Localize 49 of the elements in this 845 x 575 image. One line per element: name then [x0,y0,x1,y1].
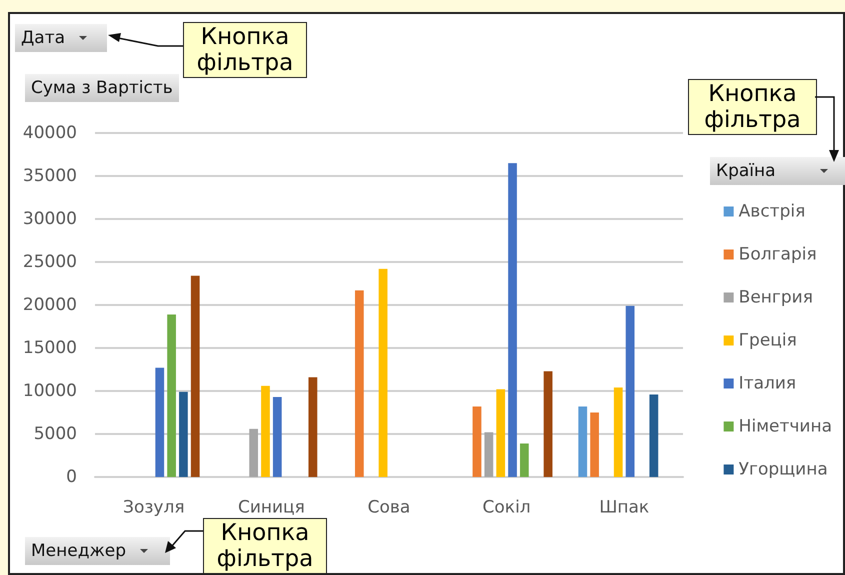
text: Кнопка фільтра [688,79,817,135]
legend-label: Німетчина [738,416,832,436]
bar [590,412,599,477]
text: Кнопка фільтра [203,518,327,574]
legend-label: Італия [738,374,796,394]
y-tick-label: 5000 [34,424,77,444]
text: Кнопка фільтра [183,22,307,78]
legend-label: Греція [738,330,797,350]
bar [272,397,282,477]
x-tick-label: Шпак [599,498,650,518]
bar [354,290,364,477]
bar [626,306,635,477]
x-tick-label: Сова [368,498,410,518]
bar [261,386,270,477]
bar [155,368,164,477]
y-tick-label: 25000 [22,252,77,272]
bar [544,371,552,477]
bar [378,268,388,477]
legend-label: Угорщина [738,460,828,480]
bar [179,392,188,477]
bar [167,314,176,477]
y-tick-label: 40000 [22,123,77,143]
legend-title: Країна [710,157,845,185]
bar [578,406,588,477]
y-axis-title: Сума з Вартість [25,74,179,102]
x-tick-label: Сокіл [482,498,531,518]
legend-label: Венгрия [738,288,813,308]
legend-label: Болгарія [738,244,817,264]
y-tick-label: 30000 [22,209,77,229]
bar [190,276,200,477]
y-tick-label: 10000 [22,381,77,401]
x-tick-label: Синиця [238,498,305,518]
bar [508,163,517,477]
y-tick-label: 15000 [22,338,77,358]
bar [614,388,623,477]
bar [472,406,482,477]
x-axis-title: Менеджер [25,537,170,565]
bar [649,394,658,477]
legend-label: Австрія [738,202,806,222]
y-tick-label: 20000 [22,295,77,315]
y-tick-label: 0 [66,467,77,487]
bar [308,377,318,477]
text: Дата [15,24,107,52]
bar [496,389,506,477]
bar [484,432,494,477]
bar [249,428,258,477]
y-tick-label: 35000 [22,166,77,186]
x-tick-label: Зозуля [123,498,185,518]
bar [520,443,529,477]
